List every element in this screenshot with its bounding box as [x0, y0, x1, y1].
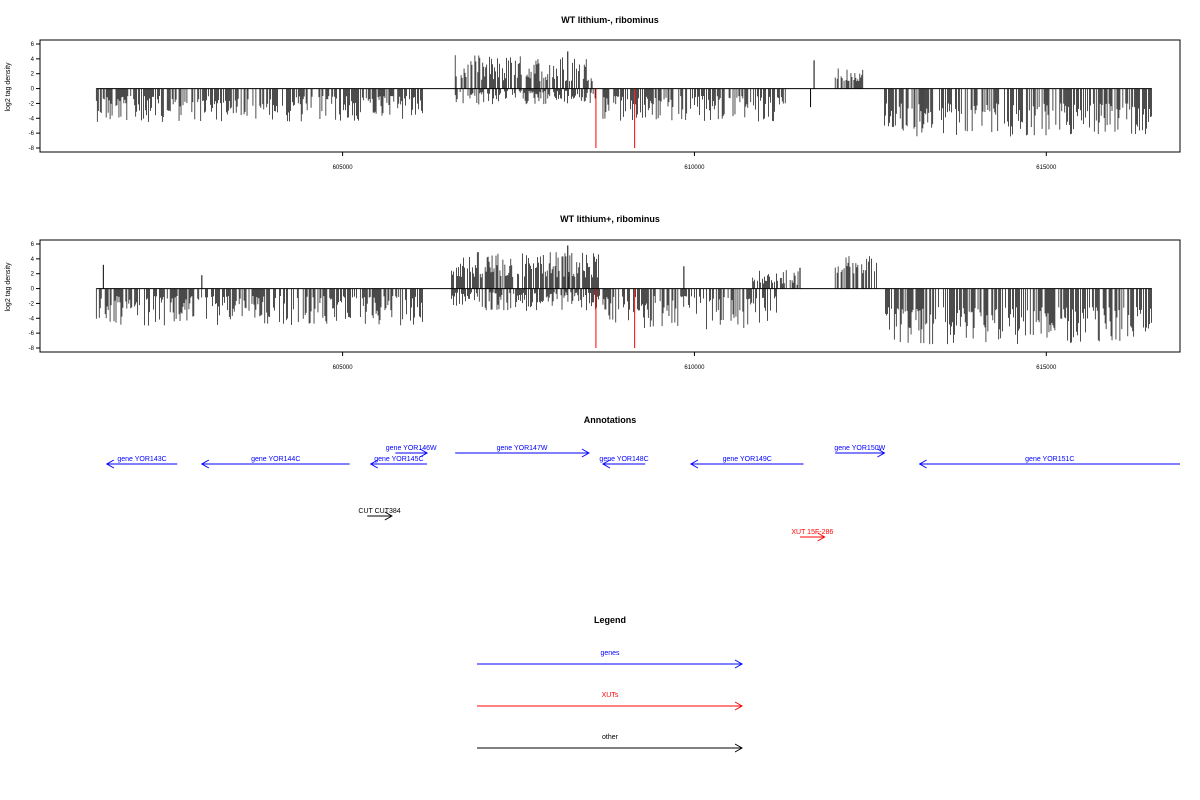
feature-arrowhead: [105, 459, 115, 469]
y-tick-label: -4: [29, 316, 35, 322]
y-tick-label: -6: [29, 331, 35, 337]
legend-arrowhead: [734, 659, 744, 669]
legend-arrowhead: [734, 701, 744, 711]
y-tick-label: -8: [29, 146, 35, 152]
feature-arrowhead: [581, 448, 590, 458]
feature-arrowhead: [877, 448, 886, 458]
feature-label: XUT 15F-286: [791, 529, 833, 536]
panel-title: WT lithium+, ribominus: [560, 214, 660, 224]
feature-arrowhead: [200, 459, 210, 469]
x-tick-label: 605000: [333, 365, 354, 371]
feature-label: gene YOR151C: [1025, 456, 1074, 463]
feature-arrowhead: [918, 459, 927, 469]
feature-arrowhead: [384, 511, 393, 521]
annotation-track: Annotations gene YOR143C gene YOR144C gene…: [105, 415, 1180, 542]
x-tick-label: 610000: [684, 165, 705, 171]
feature-arrowhead: [369, 459, 378, 469]
feature-arrowhead: [419, 448, 429, 458]
feature-arrowhead: [817, 532, 826, 542]
x-tick-label: 615000: [1036, 365, 1057, 371]
x-tick-label: 615000: [1036, 165, 1057, 171]
y-tick-label: 6: [31, 42, 35, 48]
y-tick-label: 2: [31, 72, 35, 78]
legend-arrowhead: [734, 743, 744, 753]
y-tick-label: 0: [31, 87, 35, 93]
feature-label: gene YOR144C: [251, 456, 300, 463]
x-tick-label: 605000: [333, 165, 354, 171]
feature-label: gene YOR147W: [497, 445, 548, 452]
annotations-title: Annotations: [584, 415, 637, 425]
feature-label: gene YOR143C: [117, 456, 166, 463]
y-axis-label: log2 tag density: [5, 62, 12, 112]
legend-label: XUTs: [602, 692, 619, 699]
y-tick-label: 0: [31, 287, 35, 293]
feature-label: gene YOR146W: [386, 445, 437, 452]
y-tick-label: -2: [29, 101, 35, 107]
y-tick-label: -8: [29, 346, 35, 352]
y-tick-label: 4: [31, 257, 35, 263]
feature-label: CUT CUT384: [358, 508, 400, 515]
y-tick-label: 6: [31, 242, 35, 248]
y-tick-label: -4: [29, 116, 35, 122]
feature-label: gene YOR150W: [834, 445, 885, 452]
feature-label: gene YOR145C: [374, 456, 423, 463]
feature-arrowhead: [689, 459, 699, 469]
legend-items: genes XUTs other: [477, 650, 744, 753]
density-panel-lithium-plus: WT lithium+, ribominus log2 tag density …: [5, 214, 1181, 371]
y-axis-label: log2 tag density: [5, 262, 12, 312]
bar-group: [95, 51, 1152, 148]
feature-arrowhead: [601, 459, 611, 469]
feature-label: gene YOR149C: [723, 456, 772, 463]
y-tick-label: 4: [31, 57, 35, 63]
x-tick-label: 610000: [684, 365, 705, 371]
bar-group: [95, 245, 1152, 348]
axes: 6 4 2 0 -2 -4 -6 -8 605000 610000 615000: [29, 39, 1181, 171]
plot-frame: [39, 39, 1181, 153]
feature-label: gene YOR148C: [599, 456, 648, 463]
plot-frame: [39, 239, 1181, 353]
legend: Legend genes XUTs other: [477, 615, 744, 753]
axes: 6 4 2 0 -2 -4 -6 -8 605000 610000 615000: [29, 239, 1181, 371]
panel-title: WT lithium-, ribominus: [561, 15, 659, 25]
y-tick-label: -2: [29, 301, 35, 307]
y-tick-label: 2: [31, 272, 35, 278]
feature-group: gene YOR143C gene YOR144C gene YOR145C gene…: [105, 445, 1180, 542]
legend-label: genes: [600, 650, 620, 657]
density-panel-lithium-minus: WT lithium-, ribominus log2 tag density …: [5, 15, 1181, 171]
y-tick-label: -6: [29, 131, 35, 137]
legend-title: Legend: [594, 615, 626, 625]
legend-label: other: [602, 734, 619, 741]
